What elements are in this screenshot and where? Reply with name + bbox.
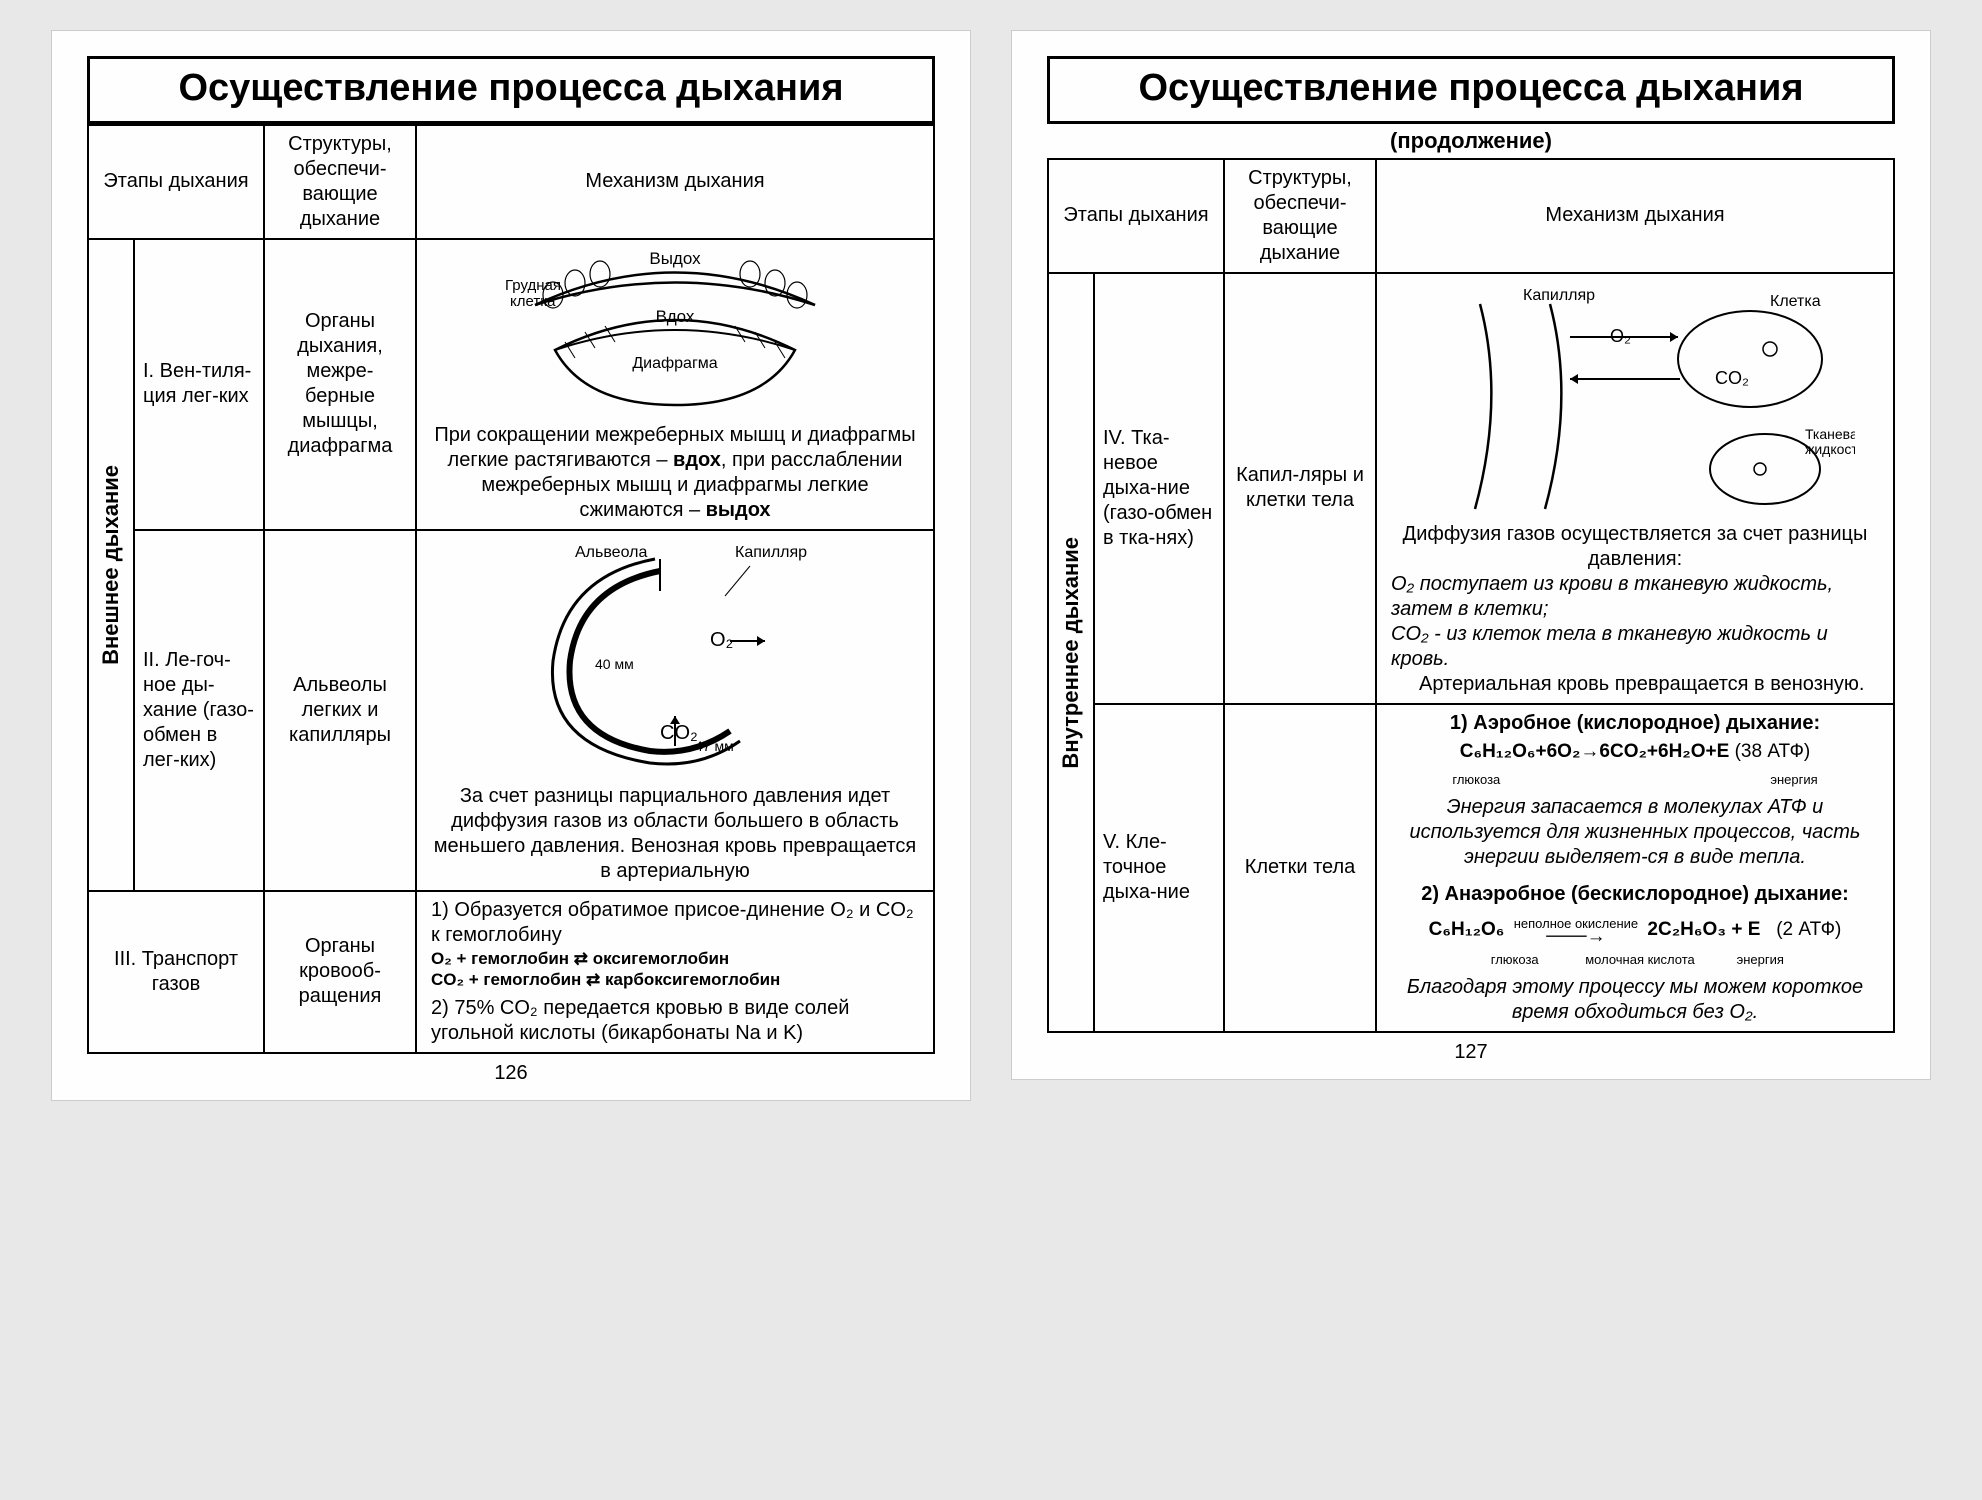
header-mech-r: Механизм дыхания [1376, 159, 1894, 273]
mech-5-it1: Энергия запасается в молекулах АТФ и исп… [1385, 795, 1885, 870]
label-inhale: Вдох [656, 307, 695, 326]
mech-2-text: За счет разницы парциального давления ид… [425, 784, 925, 884]
label-alveoli: Альвеола [575, 544, 647, 561]
label-capillary-r: Капилляр [1523, 287, 1595, 304]
table-right: Этапы дыхания Структуры, обеспечи-вающие… [1047, 158, 1895, 1034]
label-capillary: Капилляр [735, 544, 807, 561]
formula-aerobic-sub: глюкоза энергия [1385, 767, 1885, 791]
subtitle-right: (продолжение) [1047, 128, 1895, 154]
label-co2-r: CO₂ [1715, 368, 1749, 388]
page-right: Осуществление процесса дыхания (продолже… [1011, 30, 1931, 1080]
header-row: Этапы дыхания Структуры, обеспечи-вающие… [88, 125, 934, 239]
stage-3: III. Транспорт газов [88, 891, 264, 1054]
formula-anaerobic-sub: глюкоза молочная кислота энергия [1385, 947, 1885, 971]
formula-aerobic: C₆H₁₂O₆+6O₂→6CO₂+6H₂O+E (38 АТФ) [1385, 740, 1885, 764]
formula-anaerobic: C₆H₁₂O₆ неполное окисление ───→ 2C₂H₆O₃ … [1385, 917, 1885, 943]
table-row: III. Транспорт газов Органы кровооб-раще… [88, 891, 934, 1054]
table-left: Этапы дыхания Структуры, обеспечи-вающие… [87, 124, 935, 1055]
page-number-left: 126 [87, 1062, 935, 1085]
label-cell: Клетка [1770, 293, 1821, 310]
title-left: Осуществление процесса дыхания [87, 56, 935, 124]
page-left: Осуществление процесса дыхания Этапы дых… [51, 30, 971, 1101]
group-label-external: Внешнее дыхание [97, 465, 125, 665]
diaphragm-diagram: Выдох Грудная клетка Вдох [465, 250, 885, 415]
header-stage-r: Этапы дыхания [1048, 159, 1224, 273]
mech-3-line2: 2) 75% CO₂ передается кровью в виде соле… [425, 996, 925, 1046]
mech-5: 1) Аэробное (кислородное) дыхание: C₆H₁₂… [1376, 704, 1894, 1033]
title-right: Осуществление процесса дыхания [1047, 56, 1895, 124]
mech-4-it2: CO₂ - из клеток тела в тканевую жидкость… [1385, 622, 1885, 672]
mech-4-line1: Диффузия газов осуществляется за счет ра… [1385, 522, 1885, 572]
label-fluid1: Тканевая [1805, 426, 1855, 442]
stage-4: IV. Тка-невое дыха-ние (газо-обмен в тка… [1094, 273, 1224, 704]
mech-1: Выдох Грудная клетка Вдох [416, 239, 934, 530]
table-row: Внешнее дыхание I. Вен-тиля-ция лег-ких … [88, 239, 934, 530]
stage-2: II. Ле-гоч-ное ды-хание (газо-обмен в ле… [134, 530, 264, 891]
group-external: Внешнее дыхание [88, 239, 134, 891]
header-struct: Структуры, обеспечи-вающие дыхание [264, 125, 416, 239]
mech-5-it2: Благодаря этому процессу мы можем коротк… [1385, 975, 1885, 1025]
label-co2: CO₂ [660, 722, 698, 744]
group-internal: Внутреннее дыхание [1048, 273, 1094, 1033]
table-row: V. Кле-точное дыха-ние Клетки тела 1) Аэ… [1048, 704, 1894, 1033]
table-row: Внутреннее дыхание IV. Тка-невое дыха-ни… [1048, 273, 1894, 704]
label-40mm: 40 мм [595, 656, 634, 672]
page-number-right: 127 [1047, 1041, 1895, 1064]
label-fluid2: жидкость [1805, 441, 1855, 457]
label-exhale: Выдох [649, 250, 701, 268]
label-chest: Грудная [505, 277, 561, 294]
svg-text:клетка: клетка [510, 293, 556, 310]
table-row: II. Ле-гоч-ное ды-хание (газо-обмен в ле… [88, 530, 934, 891]
header-mech: Механизм дыхания [416, 125, 934, 239]
stage-5: V. Кле-точное дыха-ние [1094, 704, 1224, 1033]
header-struct-r: Структуры, обеспечи-вающие дыхание [1224, 159, 1376, 273]
struct-4: Капил-ляры и клетки тела [1224, 273, 1376, 704]
stage-1: I. Вен-тиля-ция лег-ких [134, 239, 264, 530]
label-47mm: 47 мм [695, 738, 734, 754]
mech-3-formula1: O₂ + гемоглобин ⇄ оксигемоглобин [425, 948, 925, 969]
mech-1-text: При сокращении межреберных мышц и диафра… [425, 423, 925, 523]
mech-3-line1: 1) Образуется обратимое присое-динение O… [425, 898, 925, 948]
mech-4-it1: O₂ поступает из крови в тканевую жидкост… [1385, 572, 1885, 622]
struct-3: Органы кровооб-ращения [264, 891, 416, 1054]
struct-1: Органы дыхания, межре-берные мышцы, диаф… [264, 239, 416, 530]
mech-4-line2: Артериальная кровь превращается в венозн… [1385, 672, 1885, 697]
heading-aerobic: 1) Аэробное (кислородное) дыхание: [1385, 711, 1885, 736]
tissue-diagram: Капилляр Клетка Тканевая жидкость O₂ CO₂ [1415, 284, 1855, 514]
group-label-internal: Внутреннее дыхание [1057, 537, 1085, 769]
alveolus-diagram: Альвеола Капилляр O₂ 40 мм CO₂ 47 мм [485, 541, 865, 776]
header-stage: Этапы дыхания [88, 125, 264, 239]
mech-3: 1) Образуется обратимое присое-динение O… [416, 891, 934, 1054]
label-o2: O₂ [710, 629, 733, 651]
label-diaphragm: Диафрагма [632, 355, 717, 372]
mech-4: Капилляр Клетка Тканевая жидкость O₂ CO₂ [1376, 273, 1894, 704]
struct-2: Альвеолы легких и капилляры [264, 530, 416, 891]
mech-3-formula2: CO₂ + гемоглобин ⇄ карбоксигемоглобин [425, 969, 925, 990]
heading-anaerobic: 2) Анаэробное (бескислородное) дыхание: [1385, 882, 1885, 907]
mech-2: Альвеола Капилляр O₂ 40 мм CO₂ 47 мм За … [416, 530, 934, 891]
header-row: Этапы дыхания Структуры, обеспечи-вающие… [1048, 159, 1894, 273]
struct-5: Клетки тела [1224, 704, 1376, 1033]
